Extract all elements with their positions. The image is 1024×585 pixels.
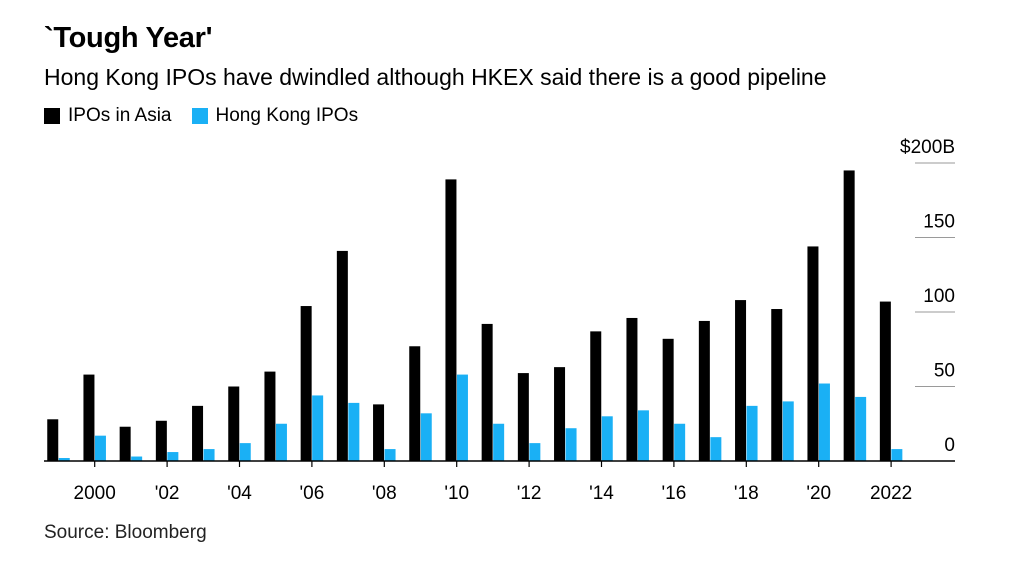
bar-ipos-in-asia [409, 346, 421, 461]
source-note: Source: Bloomberg [44, 522, 207, 543]
bar-hong-kong-ipos [891, 449, 903, 461]
bar-ipos-in-asia [373, 404, 385, 461]
bar-ipos-in-asia [698, 320, 710, 461]
y-tick-label: 0 [944, 435, 955, 456]
bar-hong-kong-ipos [855, 396, 867, 461]
bar-hong-kong-ipos [601, 416, 613, 461]
bar-ipos-in-asia [807, 246, 819, 461]
bar-hong-kong-ipos [674, 423, 686, 461]
bar-hong-kong-ipos [710, 437, 722, 461]
bar-ipos-in-asia [155, 420, 167, 461]
bar-ipos-in-asia [626, 317, 638, 461]
bar-hong-kong-ipos [94, 435, 106, 461]
bar-hong-kong-ipos [384, 449, 396, 461]
bar-ipos-in-asia [590, 331, 602, 461]
legend: IPOs in Asia Hong Kong IPOs [44, 105, 378, 127]
x-tick-label: '02 [155, 483, 180, 504]
y-tick-label: 100 [923, 286, 955, 307]
bar-ipos-in-asia [843, 170, 855, 461]
bar-ipos-in-asia [735, 300, 747, 461]
bar-ipos-in-asia [228, 386, 240, 461]
bar-hong-kong-ipos [529, 443, 541, 461]
x-tick-label: '14 [589, 483, 614, 504]
bar-hong-kong-ipos [239, 443, 251, 461]
bar-hong-kong-ipos [203, 449, 215, 461]
bar-hong-kong-ipos [58, 458, 70, 461]
bar-ipos-in-asia [300, 306, 312, 461]
y-tick-label: 150 [923, 212, 955, 233]
legend-item-ipos-in-asia: IPOs in Asia [44, 105, 172, 127]
x-tick-label: '10 [444, 483, 469, 504]
bar-hong-kong-ipos [312, 395, 324, 461]
bar-ipos-in-asia [662, 338, 674, 461]
bar-hong-kong-ipos [131, 456, 143, 461]
bar-hong-kong-ipos [420, 413, 432, 461]
bar-ipos-in-asia [771, 309, 783, 461]
bar-ipos-in-asia [554, 367, 566, 461]
bar-ipos-in-asia [336, 250, 348, 461]
x-tick-label: 2022 [870, 483, 912, 504]
bar-hong-kong-ipos [348, 402, 360, 461]
bar-hong-kong-ipos [167, 452, 179, 461]
bar-hong-kong-ipos [456, 374, 468, 461]
x-tick-label: '04 [227, 483, 252, 504]
bar-ipos-in-asia [192, 405, 204, 461]
bar-hong-kong-ipos [746, 405, 758, 461]
bar-ipos-in-asia [445, 179, 457, 461]
y-tick-label: 50 [934, 361, 955, 382]
x-tick-label: '08 [372, 483, 397, 504]
bar-hong-kong-ipos [565, 428, 577, 461]
chart-subtitle: Hong Kong IPOs have dwindled although HK… [44, 64, 827, 90]
legend-swatch-ipos-in-asia [44, 108, 60, 124]
x-tick-label: '12 [517, 483, 542, 504]
bar-hong-kong-ipos [782, 401, 794, 461]
bar-ipos-in-asia [879, 301, 891, 461]
x-tick-label: '18 [734, 483, 759, 504]
bar-ipos-in-asia [47, 419, 59, 461]
legend-swatch-hong-kong-ipos [191, 108, 208, 124]
bar-hong-kong-ipos [493, 423, 505, 461]
chart-title: `Tough Year' [44, 22, 213, 54]
bar-hong-kong-ipos [818, 383, 830, 461]
bar-ipos-in-asia [481, 323, 493, 461]
bar-hong-kong-ipos [275, 423, 287, 461]
bar-ipos-in-asia [517, 373, 529, 461]
x-tick-label: '20 [806, 483, 831, 504]
bar-ipos-in-asia [83, 374, 95, 461]
legend-label-hong-kong-ipos: Hong Kong IPOs [215, 105, 359, 126]
bar-ipos-in-asia [264, 371, 276, 461]
y-tick-label: $200B [900, 137, 955, 158]
x-tick-label: 2000 [74, 483, 116, 504]
x-tick-label: '06 [300, 483, 325, 504]
bar-hong-kong-ipos [637, 410, 649, 461]
bar-ipos-in-asia [119, 426, 131, 461]
x-tick-label: '16 [662, 483, 687, 504]
legend-label-ipos-in-asia: IPOs in Asia [68, 105, 172, 126]
legend-item-hong-kong-ipos: Hong Kong IPOs [191, 105, 359, 127]
